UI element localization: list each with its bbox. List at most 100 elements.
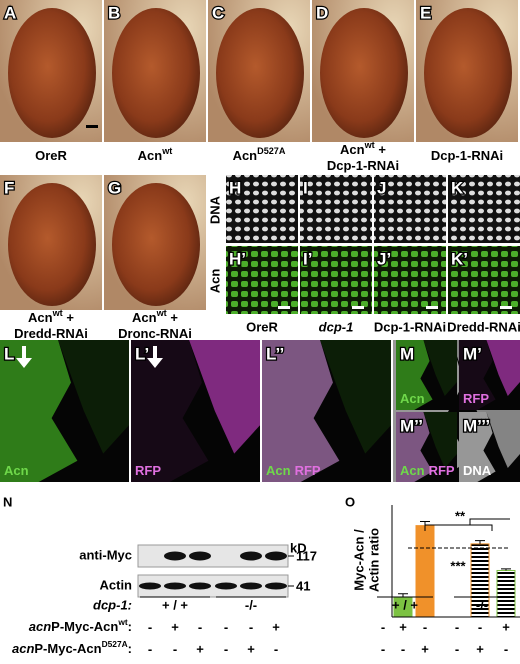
caption-part: Acn bbox=[233, 148, 258, 163]
clone-region bbox=[396, 412, 433, 482]
panel-letter: E bbox=[420, 3, 431, 22]
caption: Acnwt + bbox=[132, 308, 178, 325]
caption-part: Acn bbox=[28, 310, 53, 325]
antibody-label: Actin bbox=[100, 577, 133, 592]
sign: - bbox=[224, 619, 228, 634]
panel-letter: M’’ bbox=[400, 416, 423, 435]
band bbox=[164, 582, 186, 590]
channel-label: Acn bbox=[400, 391, 425, 406]
sign: + bbox=[171, 619, 179, 634]
panel-letter: F bbox=[4, 178, 14, 197]
caption-part: Acn bbox=[132, 310, 157, 325]
panel-letter: I’ bbox=[303, 249, 312, 268]
sign: - bbox=[381, 619, 385, 634]
channel-name: Acn bbox=[400, 463, 425, 478]
caption: Dcp-1-RNAi bbox=[374, 319, 446, 334]
genotype: -/- bbox=[245, 597, 257, 612]
unit-label: kD bbox=[290, 540, 307, 555]
clone-region bbox=[58, 340, 129, 454]
eye bbox=[112, 8, 200, 138]
caption-sup: wt bbox=[117, 617, 128, 627]
caption: AcnD527A bbox=[233, 146, 286, 163]
significance: *** bbox=[450, 558, 466, 573]
band bbox=[265, 551, 287, 561]
caption-sup: wt bbox=[364, 140, 375, 150]
sign: + bbox=[502, 619, 510, 634]
acn-image bbox=[374, 246, 446, 314]
caption: acnP-Myc-Acnwt: bbox=[29, 617, 132, 634]
caption: Dcp-1-RNAi bbox=[327, 158, 399, 173]
channel-label: Acn bbox=[4, 463, 29, 478]
sign: - bbox=[148, 619, 152, 634]
caption: Dredd-RNAi bbox=[447, 319, 520, 334]
bracket bbox=[424, 518, 510, 531]
channel-label: Acn RFP bbox=[266, 463, 321, 478]
sign: - bbox=[423, 619, 427, 634]
bar bbox=[496, 569, 516, 618]
clone-region bbox=[423, 340, 457, 396]
sign: - bbox=[381, 641, 385, 656]
clone-region bbox=[396, 340, 433, 410]
sign: + bbox=[196, 641, 204, 656]
scale-bar bbox=[86, 125, 98, 128]
panel-letter: K’ bbox=[451, 249, 468, 268]
caption-italic: acn bbox=[29, 619, 51, 634]
panel-letter: M bbox=[400, 344, 414, 363]
bar bbox=[415, 525, 435, 618]
arrow bbox=[16, 346, 32, 368]
caption-sup: wt bbox=[161, 146, 172, 156]
caption-sup: D527A bbox=[257, 146, 286, 156]
sign: - bbox=[249, 619, 253, 634]
band bbox=[189, 582, 211, 590]
caption-sup: D527A bbox=[102, 639, 128, 649]
genotype: -/- bbox=[476, 597, 488, 612]
acn-image bbox=[226, 246, 298, 314]
clone-region bbox=[423, 412, 457, 468]
genotype: + / + bbox=[392, 597, 418, 612]
eye bbox=[8, 8, 96, 138]
antibody-label: anti-Myc bbox=[79, 547, 132, 562]
band bbox=[265, 582, 287, 590]
scale-bar bbox=[352, 306, 364, 309]
caption: OreR bbox=[35, 148, 67, 163]
y-axis-label: Actin ratio bbox=[366, 528, 381, 592]
clone-region bbox=[320, 340, 391, 454]
caption-part: P-Myc-Acn bbox=[51, 619, 118, 634]
sign: - bbox=[455, 619, 459, 634]
panel-letter: A bbox=[4, 3, 16, 22]
channel-name: RFP bbox=[295, 463, 321, 478]
eye bbox=[320, 8, 408, 138]
caption-part: Dronc-RNAi bbox=[118, 326, 192, 341]
channel-label: RFP bbox=[135, 463, 161, 478]
caption-italic: acn bbox=[12, 641, 34, 656]
caption-part: Dcp-1-RNAi bbox=[431, 148, 503, 163]
clone-region bbox=[0, 340, 78, 482]
panel-letter: H bbox=[229, 178, 241, 197]
caption: Dredd-RNAi bbox=[14, 326, 88, 341]
sign: + bbox=[247, 641, 255, 656]
clone-region bbox=[131, 340, 209, 482]
size-label: 41 bbox=[296, 578, 310, 593]
eye bbox=[424, 8, 512, 138]
channel-name: RFP bbox=[463, 391, 489, 406]
genotype: + / + bbox=[162, 597, 188, 612]
channel-label: DNA bbox=[463, 463, 492, 478]
caption: Acnwt + bbox=[340, 140, 386, 157]
sign: - bbox=[478, 619, 482, 634]
band bbox=[139, 582, 161, 590]
channel-name: RFP bbox=[429, 463, 455, 478]
dna-image bbox=[226, 175, 298, 243]
size-label: 117 bbox=[296, 548, 317, 563]
caption: acnP-Myc-AcnD527A: bbox=[12, 639, 132, 656]
panel-letter: N bbox=[3, 494, 12, 509]
eye bbox=[8, 183, 96, 306]
panel-letter: M’’’ bbox=[463, 416, 490, 435]
sign: - bbox=[274, 641, 278, 656]
eye bbox=[216, 8, 304, 138]
panel-letter: L’ bbox=[135, 344, 149, 363]
sign: - bbox=[224, 641, 228, 656]
y-axis-label: Myc-Acn / bbox=[351, 529, 366, 591]
panel-letter: K bbox=[451, 178, 464, 197]
clone-region bbox=[262, 340, 340, 482]
